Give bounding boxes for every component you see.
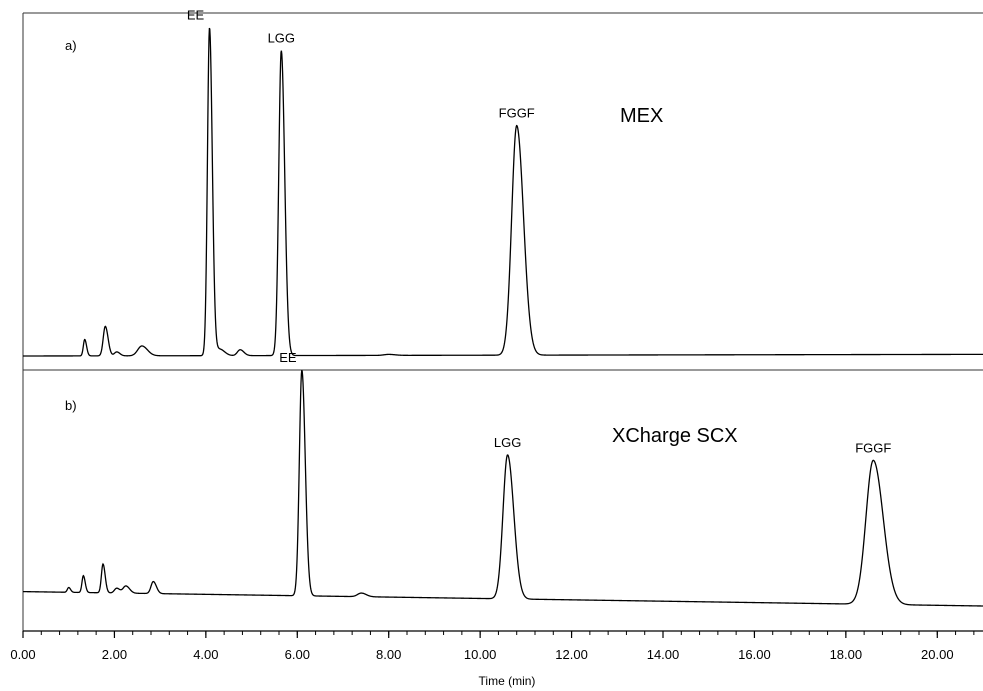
panel-label: a) (65, 38, 77, 53)
x-axis: 0.00 2.00 4.00 6.00 8.00 10.00 12.00 14.00 16.00… (10, 630, 983, 662)
panel-a: EE LGG FGGF a) MEX (23, 8, 983, 357)
column-label: MEX (620, 105, 663, 127)
x-axis-title: Time (min) (479, 674, 536, 688)
x-tick-label: 0.00 (10, 647, 35, 662)
x-tick-label: 6.00 (285, 647, 310, 662)
x-tick-label: 20.00 (921, 647, 954, 662)
peak-label-lgg: LGG (268, 31, 295, 46)
x-tick-label: 10.00 (464, 647, 497, 662)
plot-frame (22, 12, 983, 631)
peak-label-fggf: FGGF (855, 440, 891, 455)
peak-label-fggf: FGGF (499, 106, 535, 121)
x-tick-label: 18.00 (830, 647, 863, 662)
trace-line-a (23, 27, 983, 357)
peak-label-lgg: LGG (494, 435, 521, 450)
x-tick-label: 16.00 (738, 647, 771, 662)
peak-label-ee: EE (187, 8, 205, 23)
peak-label-ee: EE (279, 350, 297, 365)
x-tick-label: 4.00 (193, 647, 218, 662)
x-tick-label: 14.00 (647, 647, 680, 662)
panel-label: b) (65, 398, 77, 413)
x-tick-label: 8.00 (376, 647, 401, 662)
x-tick-label: 12.00 (555, 647, 588, 662)
x-tick-label: 2.00 (102, 647, 127, 662)
trace-line-b (22, 370, 983, 607)
column-label: XCharge SCX (612, 425, 738, 447)
panel-b: EE LGG FGGF b) XCharge SCX (22, 350, 983, 607)
